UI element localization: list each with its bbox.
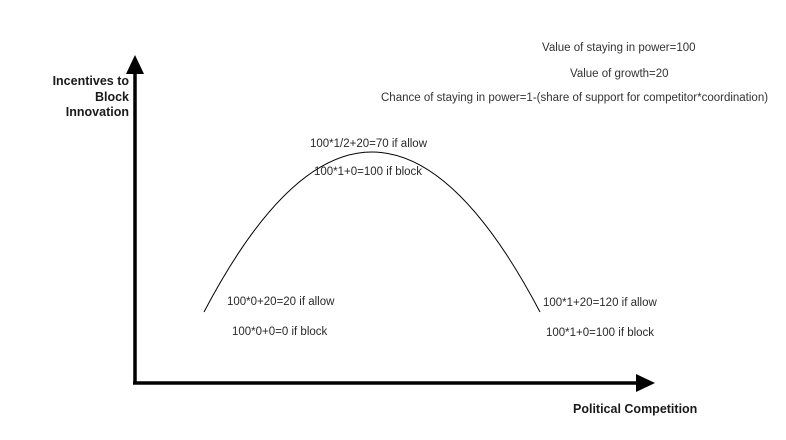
peak-allow-label: 100*1/2+20=70 if allow [310, 138, 428, 150]
peak-block-label: 100*1+0=100 if block [314, 166, 423, 178]
x-axis-arrowhead [636, 374, 655, 392]
incentive-curve [203, 151, 541, 313]
y-axis-title: Incentives to Block Innovation [33, 74, 129, 121]
assumption-survival-chance: Chance of staying in power=1-(share of s… [381, 92, 769, 104]
x-axis-title: Political Competition [573, 402, 698, 416]
left-allow-label: 100*0+20=20 if allow [227, 296, 335, 308]
assumption-growth-value: Value of growth=20 [570, 68, 669, 80]
left-block-label: 100*0+0=0 if block [232, 326, 328, 338]
right-allow-label: 100*1+20=120 if allow [543, 297, 657, 309]
y-axis-title-line1: Incentives to [52, 74, 129, 88]
right-block-label: 100*1+0=100 if block [546, 327, 655, 339]
y-axis-title-line2: Block Innovation [65, 89, 129, 120]
assumption-power-value: Value of staying in power=100 [542, 42, 696, 54]
y-axis-arrowhead [126, 55, 144, 74]
